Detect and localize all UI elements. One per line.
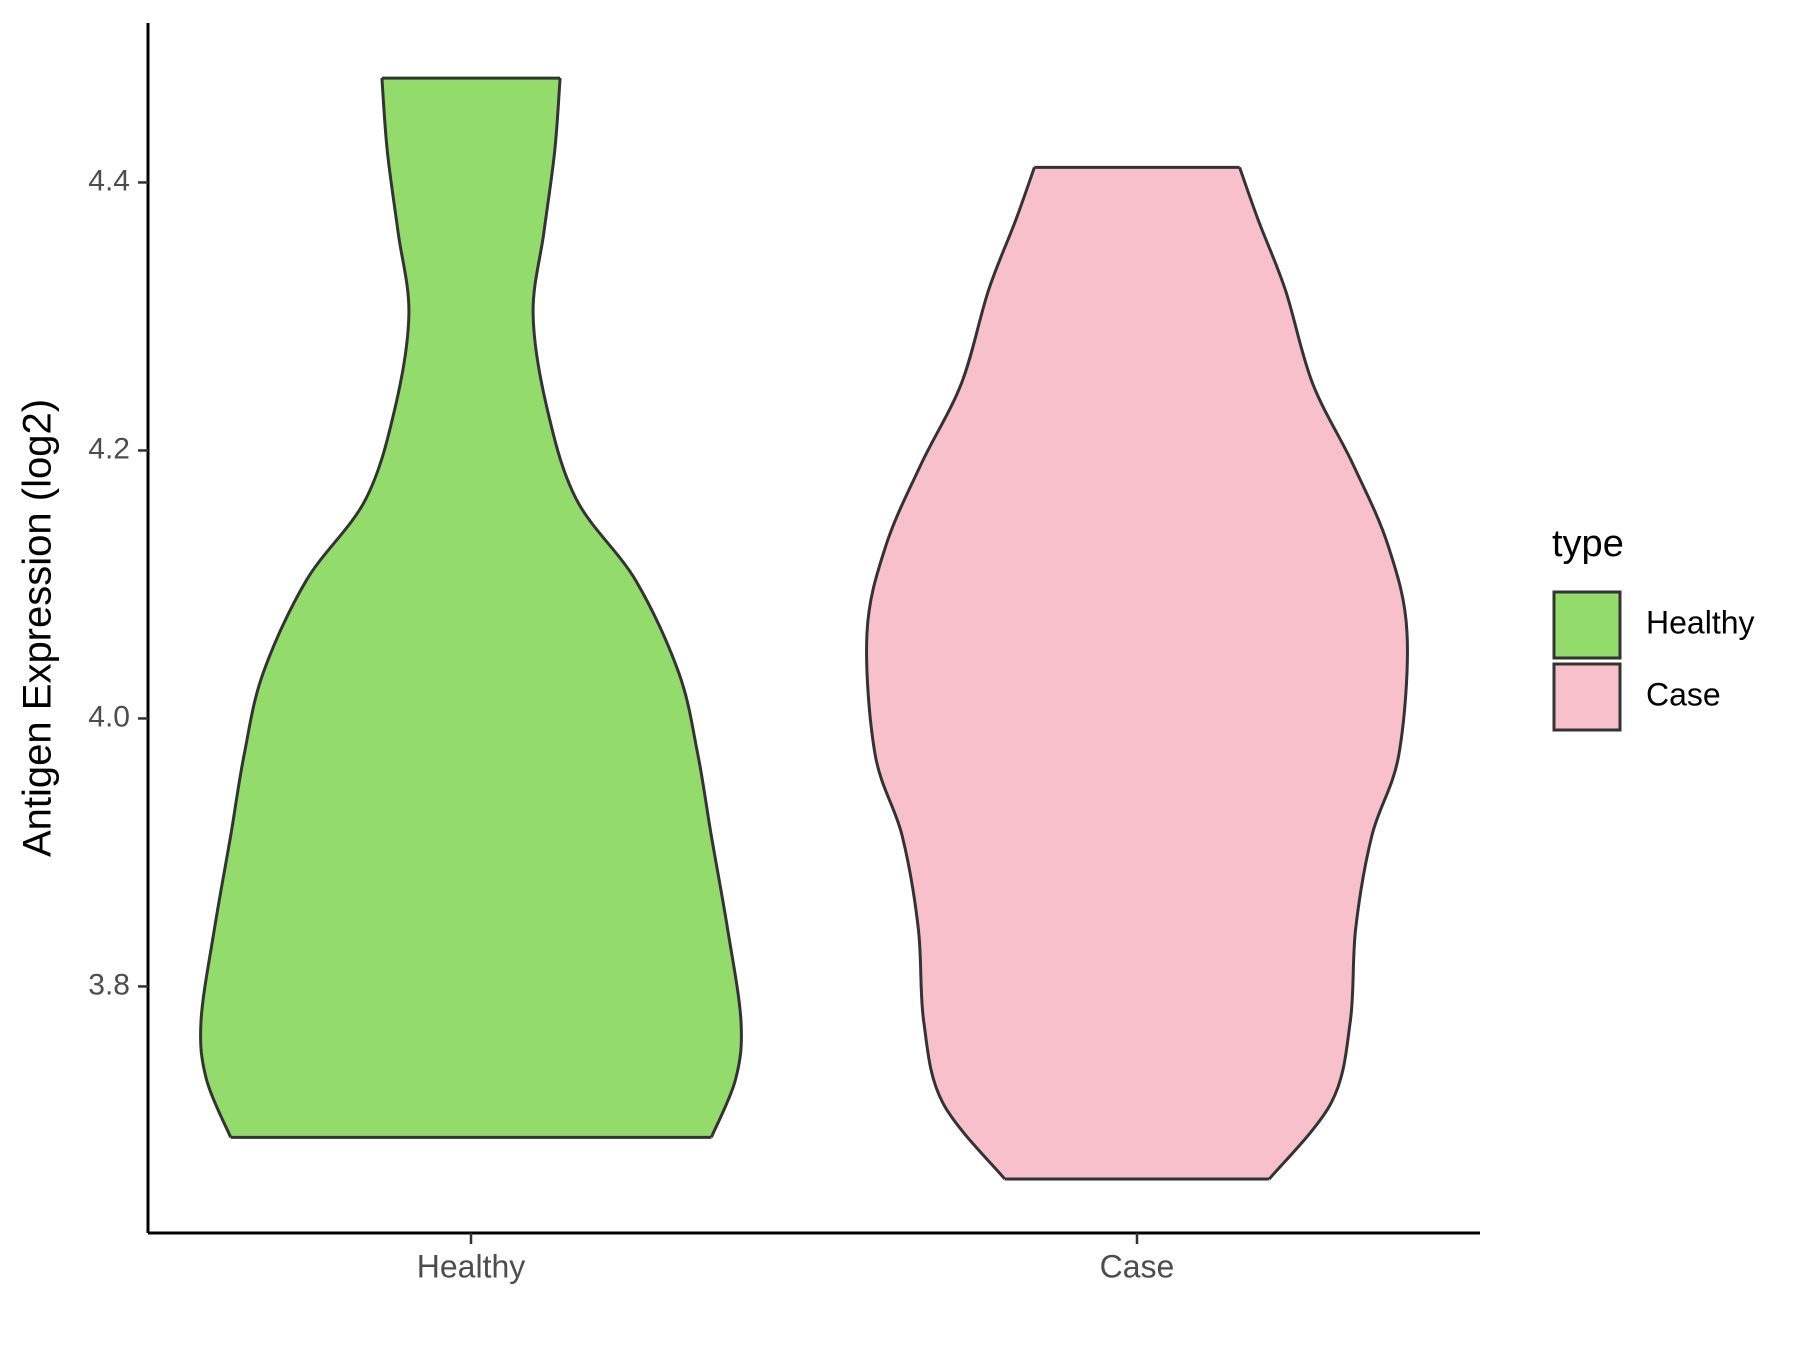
x-tick-label: Healthy — [417, 1248, 526, 1284]
legend-key — [1552, 662, 1622, 732]
legend-label: Case — [1646, 676, 1721, 712]
violin-outline — [1238, 166, 1409, 1180]
violin-body — [866, 167, 1408, 1179]
y-tick-label: 4.0 — [88, 700, 130, 733]
violin-outline — [199, 77, 411, 1138]
legend-title: type — [1552, 523, 1624, 565]
violin-body — [200, 78, 742, 1138]
y-tick-label: 4.2 — [88, 432, 130, 465]
y-tick-label: 3.8 — [88, 968, 130, 1001]
legend-key — [1552, 590, 1622, 660]
y-axis-title: Antigen Expression (log2) — [16, 399, 60, 857]
x-tick-label: Case — [1100, 1248, 1175, 1284]
violin-outline — [865, 166, 1036, 1180]
y-tick-label: 4.4 — [88, 164, 130, 197]
violin-outline — [531, 77, 743, 1138]
legend-label: Healthy — [1646, 604, 1755, 640]
